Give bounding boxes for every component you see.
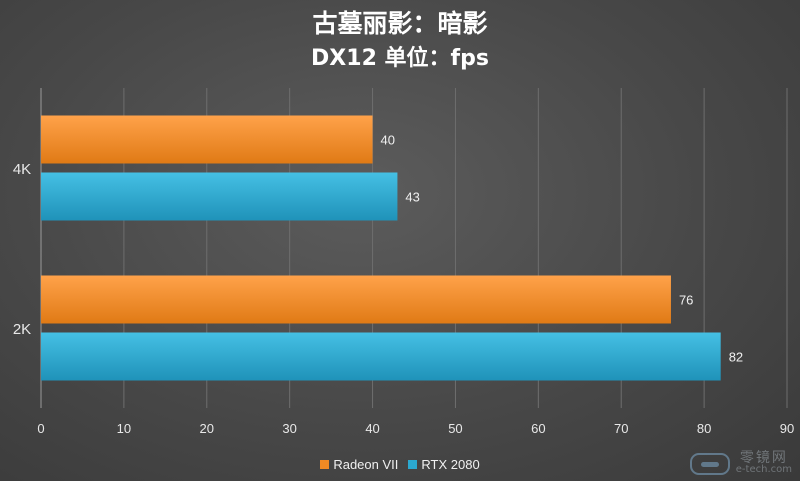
x-tick-label: 80	[697, 421, 711, 436]
legend-item-radeon-vii: Radeon VII	[320, 457, 398, 472]
data-label: 43	[405, 190, 419, 205]
watermark: 零镜网 e-tech.com	[689, 450, 792, 475]
data-label: 40	[381, 133, 395, 148]
legend-swatch-rtx-2080	[408, 460, 418, 469]
data-label: 82	[729, 350, 743, 365]
legend-label-rtx-2080: RTX 2080	[421, 457, 480, 472]
bar-4k-rtx-2080	[41, 172, 398, 221]
bar-2k-rtx-2080	[41, 332, 721, 381]
x-tick-label: 30	[282, 421, 296, 436]
bars	[41, 115, 721, 381]
bar-2k-radeon-vii	[41, 275, 671, 324]
chart-subtitle: DX12 单位：fps	[311, 46, 489, 71]
x-tick-label: 90	[780, 421, 794, 436]
watermark-logo-icon	[689, 453, 730, 475]
data-label: 76	[679, 293, 693, 308]
legend-item-rtx-2080: RTX 2080	[408, 457, 480, 472]
y-category-label: 2K	[13, 321, 31, 338]
watermark-text: 零镜网 e-tech.com	[735, 450, 792, 475]
legend-swatch-radeon-vii	[320, 460, 330, 469]
x-tick-label: 0	[37, 421, 44, 436]
bar-4k-radeon-vii	[41, 115, 373, 164]
x-tick-label: 60	[531, 421, 545, 436]
chart-title: 古墓丽影：暗影	[312, 9, 488, 38]
x-tick-label: 20	[200, 421, 214, 436]
x-tick-label: 70	[614, 421, 628, 436]
legend: Radeon VII RTX 2080	[0, 457, 800, 472]
legend-label-radeon-vii: Radeon VII	[333, 457, 399, 472]
x-tick-label: 40	[365, 421, 379, 436]
y-category-label: 4K	[13, 161, 31, 178]
x-tick-label: 10	[117, 421, 131, 436]
x-tick-label: 50	[448, 421, 462, 436]
labels: 0 10 20 30 40 50 60 70 80 90 40 43 4K 76 82 2K	[13, 133, 794, 437]
